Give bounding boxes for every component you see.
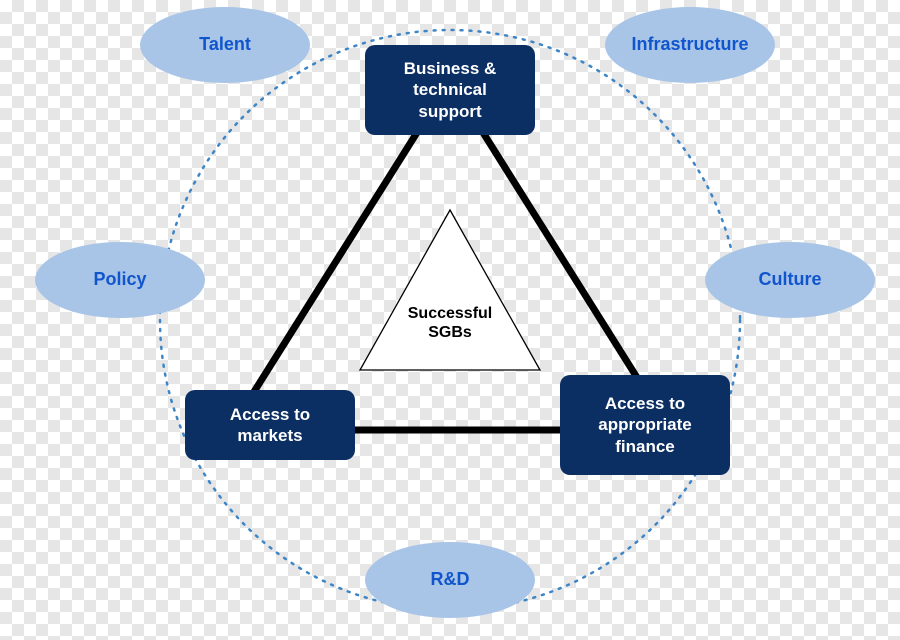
rect-access-finance: Access to appropriate finance xyxy=(560,375,730,475)
ellipse-talent: Talent xyxy=(140,7,310,83)
ellipse-rnd: R&D xyxy=(365,542,535,618)
rect-label: Business & technical support xyxy=(404,58,497,122)
rect-label: Access to markets xyxy=(230,404,310,447)
ellipse-label: Culture xyxy=(759,270,822,290)
ellipse-infrastructure: Infrastructure xyxy=(605,7,775,83)
ellipse-label: Infrastructure xyxy=(631,35,748,55)
ellipse-label: R&D xyxy=(431,570,470,590)
rect-biz-tech-support: Business & technical support xyxy=(365,45,535,135)
diagram-stage: Talent Infrastructure Policy Culture R&D… xyxy=(0,0,900,640)
rect-access-markets: Access to markets xyxy=(185,390,355,460)
rect-label: Access to appropriate finance xyxy=(598,393,692,457)
center-label: Successful SGBs xyxy=(370,304,530,342)
ellipse-label: Talent xyxy=(199,35,251,55)
center-label-line2: SGBs xyxy=(370,323,530,342)
center-label-line1: Successful xyxy=(370,304,530,323)
ellipse-culture: Culture xyxy=(705,242,875,318)
ellipse-policy: Policy xyxy=(35,242,205,318)
ellipse-label: Policy xyxy=(93,270,146,290)
